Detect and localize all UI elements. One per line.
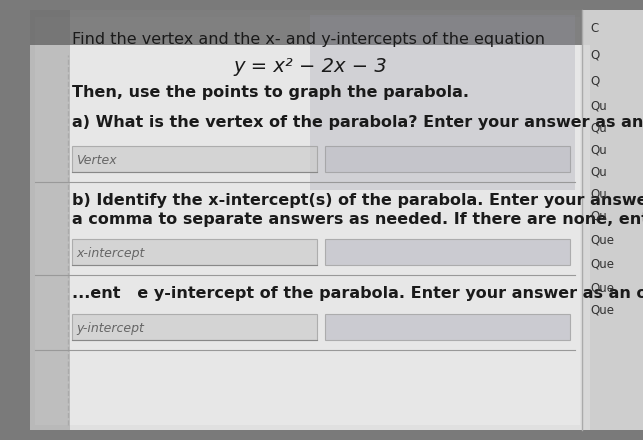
- Bar: [30, 10, 70, 430]
- Bar: [72, 314, 317, 340]
- Bar: [72, 239, 317, 265]
- Text: Find the vertex and the x- and y-intercepts of the equation: Find the vertex and the x- and y-interce…: [72, 32, 545, 47]
- Text: x-intercept: x-intercept: [76, 247, 145, 260]
- Bar: [310, 15, 575, 190]
- Text: Vertex: Vertex: [76, 154, 116, 167]
- Text: Q: Q: [590, 75, 599, 88]
- Text: Qu: Qu: [590, 165, 607, 178]
- Bar: [30, 10, 590, 45]
- Bar: [325, 314, 570, 340]
- Text: Que: Que: [590, 304, 614, 317]
- Text: a) What is the vertex of the parabola? Enter your answer as an ordered pair.: a) What is the vertex of the parabola? E…: [72, 115, 643, 130]
- Bar: [30, 10, 590, 430]
- Text: C: C: [590, 22, 598, 35]
- Bar: [582, 10, 643, 430]
- Text: b) Identify the x-intercept(s) of the parabola. Enter your answers as ordered pa: b) Identify the x-intercept(s) of the pa…: [72, 193, 643, 208]
- Text: y-intercept: y-intercept: [76, 322, 144, 335]
- Text: y = x² − 2x − 3: y = x² − 2x − 3: [233, 57, 387, 76]
- Bar: [325, 146, 570, 172]
- Text: a comma to separate answers as needed. If there are none, enter None.: a comma to separate answers as needed. I…: [72, 212, 643, 227]
- Text: Qu: Qu: [590, 121, 607, 134]
- Text: Q: Q: [590, 48, 599, 62]
- Bar: [72, 146, 317, 172]
- Bar: [325, 239, 570, 265]
- Text: Then, use the points to graph the parabola.: Then, use the points to graph the parabo…: [72, 85, 469, 100]
- Text: Que: Que: [590, 233, 614, 246]
- Text: Qu: Qu: [590, 187, 607, 200]
- Text: Qu: Qu: [590, 209, 607, 222]
- Bar: [35, 17, 580, 425]
- Text: ...ent   e y-intercept of the parabola. Enter your answer as an ordered pair.: ...ent e y-intercept of the parabola. En…: [72, 286, 643, 301]
- Text: Qu: Qu: [590, 143, 607, 156]
- Text: Que: Que: [590, 257, 614, 271]
- Text: Que: Que: [590, 282, 614, 295]
- Text: Qu: Qu: [590, 99, 607, 112]
